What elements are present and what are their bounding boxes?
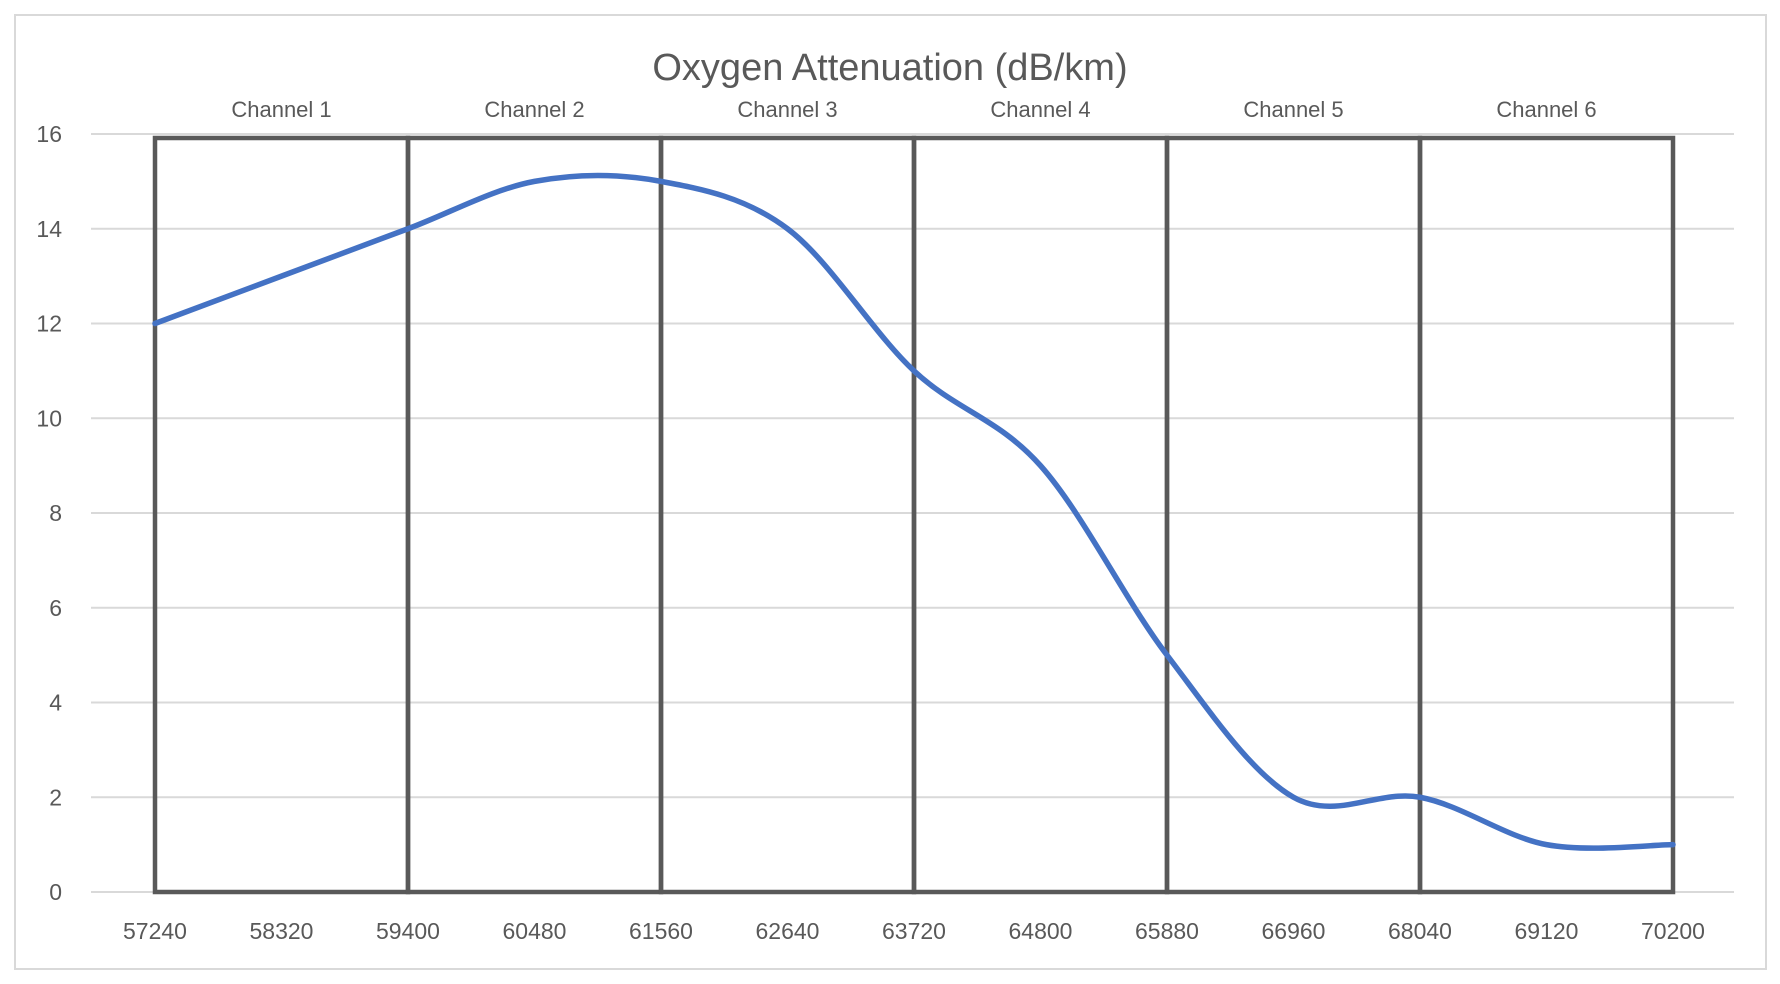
- x-tick-label: 62640: [756, 918, 820, 944]
- y-tick-label: 4: [49, 690, 62, 716]
- x-tick-label: 60480: [503, 918, 567, 944]
- channel-box: [658, 135, 917, 895]
- channel-label: Channel 5: [1243, 97, 1343, 122]
- series-line: [152, 172, 1676, 851]
- chart-title: Oxygen Attenuation (dB/km): [652, 47, 1127, 89]
- channel-box: [405, 135, 664, 895]
- y-tick-label: 6: [49, 595, 62, 621]
- x-tick-label: 65880: [1135, 918, 1199, 944]
- y-tick-label: 14: [36, 216, 62, 242]
- channel-box: [911, 135, 1170, 895]
- y-tick-label: 16: [36, 121, 62, 147]
- y-tick-label: 12: [36, 311, 62, 337]
- x-tick-label: 58320: [250, 918, 314, 944]
- channel-label: Channel 3: [737, 97, 837, 122]
- channel-box: [1417, 135, 1676, 895]
- channel-label: Channel 1: [231, 97, 331, 122]
- y-tick-label: 10: [36, 405, 62, 431]
- x-tick-label: 68040: [1388, 918, 1452, 944]
- y-tick-label: 0: [49, 879, 62, 905]
- channel-box: [1164, 135, 1423, 895]
- channel-label: Channel 4: [990, 97, 1090, 122]
- channel-label: Channel 2: [484, 97, 584, 122]
- channel-label: Channel 6: [1496, 97, 1596, 122]
- x-tick-label: 57240: [123, 918, 187, 944]
- x-tick-label: 61560: [629, 918, 693, 944]
- y-tick-label: 8: [49, 500, 62, 526]
- x-tick-label: 69120: [1515, 918, 1579, 944]
- x-tick-label: 59400: [376, 918, 440, 944]
- chart-frame: [14, 14, 1767, 970]
- x-tick-label: 64800: [1009, 918, 1073, 944]
- x-tick-label: 63720: [882, 918, 946, 944]
- y-tick-label: 2: [49, 784, 62, 810]
- x-tick-label: 70200: [1641, 918, 1705, 944]
- channel-box: [152, 135, 411, 895]
- x-tick-label: 66960: [1262, 918, 1326, 944]
